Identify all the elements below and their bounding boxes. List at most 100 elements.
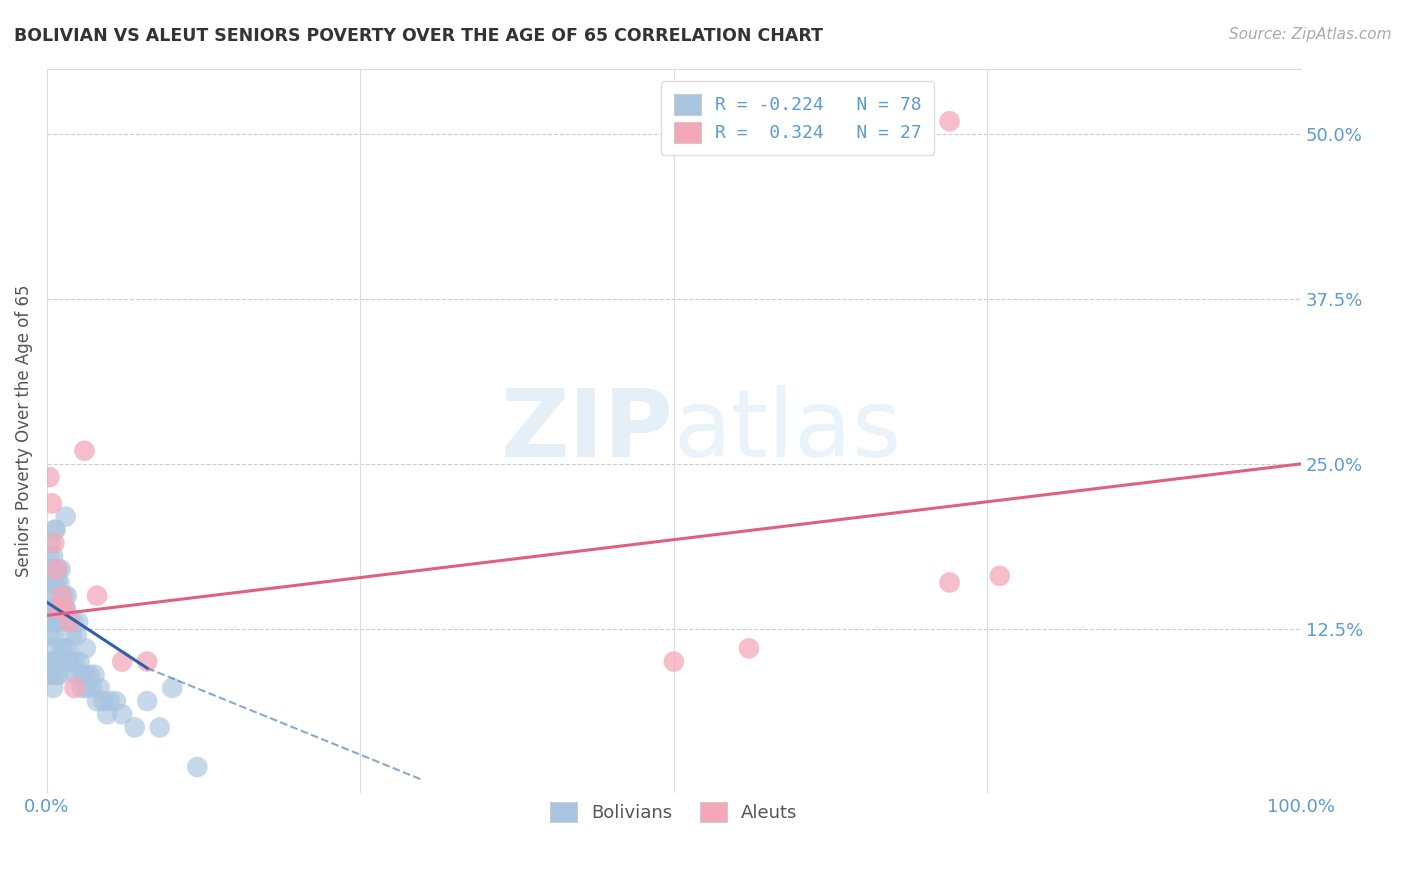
Point: [69, 655, 91, 669]
Point: [136, 694, 159, 708]
Point: [162, 681, 184, 695]
Point: [42, 681, 65, 695]
Point: [48, 575, 70, 590]
Point: [44, 667, 66, 681]
Point: [39, 589, 62, 603]
Point: [38, 549, 60, 563]
Point: [48, 667, 70, 681]
Point: [45, 602, 67, 616]
Point: [48, 602, 70, 616]
Point: [111, 707, 134, 722]
Point: [69, 667, 91, 681]
Point: [67, 615, 90, 629]
Point: [42, 589, 65, 603]
Point: [111, 655, 134, 669]
Point: [75, 641, 97, 656]
Point: [86, 589, 108, 603]
Point: [51, 589, 73, 603]
Point: [186, 760, 208, 774]
Y-axis label: Seniors Poverty Over the Age of 65: Seniors Poverty Over the Age of 65: [15, 285, 32, 577]
Point: [58, 655, 80, 669]
Point: [79, 667, 101, 681]
Point: [45, 562, 67, 576]
Point: [45, 615, 67, 629]
Point: [37, 655, 59, 669]
Point: [45, 562, 67, 576]
Point: [38, 602, 60, 616]
Point: [98, 694, 121, 708]
Point: [38, 641, 60, 656]
Point: [662, 655, 685, 669]
Legend: Bolivians, Aleuts: Bolivians, Aleuts: [537, 789, 810, 835]
Point: [89, 681, 111, 695]
Point: [80, 681, 103, 695]
Point: [53, 589, 76, 603]
Point: [44, 615, 66, 629]
Point: [58, 615, 80, 629]
Point: [41, 496, 63, 510]
Point: [45, 523, 67, 537]
Point: [86, 694, 108, 708]
Point: [104, 694, 127, 708]
Point: [59, 655, 82, 669]
Point: [73, 667, 96, 681]
Point: [44, 523, 66, 537]
Point: [55, 602, 77, 616]
Point: [46, 655, 69, 669]
Point: [39, 536, 62, 550]
Point: [83, 667, 105, 681]
Point: [73, 443, 96, 458]
Point: [124, 721, 146, 735]
Point: [70, 681, 93, 695]
Point: [38, 470, 60, 484]
Point: [91, 694, 114, 708]
Point: [46, 602, 69, 616]
Point: [53, 641, 76, 656]
Point: [52, 602, 75, 616]
Point: [46, 562, 69, 576]
Point: [37, 615, 59, 629]
Point: [49, 562, 72, 576]
Point: [41, 562, 63, 576]
Point: [96, 707, 118, 722]
Point: [63, 655, 86, 669]
Text: ZIP: ZIP: [501, 385, 673, 477]
Point: [62, 615, 84, 629]
Point: [49, 655, 72, 669]
Point: [66, 628, 89, 642]
Point: [63, 681, 86, 695]
Point: [45, 655, 67, 669]
Point: [58, 615, 80, 629]
Point: [39, 628, 62, 642]
Point: [56, 641, 79, 656]
Point: [45, 667, 67, 681]
Point: [44, 536, 66, 550]
Point: [41, 655, 63, 669]
Point: [51, 589, 73, 603]
Text: BOLIVIAN VS ALEUT SENIORS POVERTY OVER THE AGE OF 65 CORRELATION CHART: BOLIVIAN VS ALEUT SENIORS POVERTY OVER T…: [14, 27, 823, 45]
Point: [65, 667, 87, 681]
Point: [988, 569, 1011, 583]
Point: [41, 602, 63, 616]
Text: atlas: atlas: [673, 385, 903, 477]
Point: [55, 509, 77, 524]
Point: [55, 655, 77, 669]
Point: [52, 655, 75, 669]
Point: [60, 628, 83, 642]
Point: [56, 589, 79, 603]
Point: [938, 114, 960, 128]
Point: [55, 602, 77, 616]
Point: [39, 667, 62, 681]
Point: [45, 575, 67, 590]
Text: Source: ZipAtlas.com: Source: ZipAtlas.com: [1229, 27, 1392, 42]
Point: [37, 575, 59, 590]
Point: [738, 641, 761, 656]
Point: [42, 628, 65, 642]
Point: [136, 655, 159, 669]
Point: [51, 641, 73, 656]
Point: [76, 681, 98, 695]
Point: [48, 615, 70, 629]
Point: [938, 575, 960, 590]
Point: [42, 549, 65, 563]
Point: [49, 602, 72, 616]
